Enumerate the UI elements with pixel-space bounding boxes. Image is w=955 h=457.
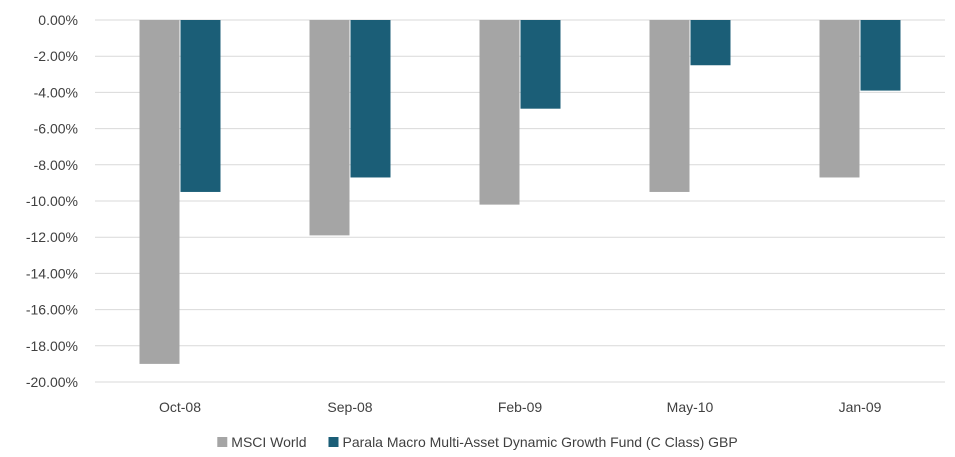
y-tick-label: -18.00%	[26, 338, 78, 354]
y-axis-tick-labels: 0.00% -2.00% -4.00% -6.00% -8.00% -10.00% -12.…	[26, 12, 78, 390]
bar-parala-fund-feb-09	[520, 20, 561, 109]
bars	[139, 20, 901, 364]
x-tick-label: Oct-08	[159, 399, 201, 415]
legend-item: Parala Macro Multi-Asset Dynamic Growth …	[328, 434, 738, 450]
legend-swatch	[328, 437, 339, 447]
y-tick-label: -12.00%	[26, 229, 78, 245]
legend-item: MSCI World	[217, 434, 306, 450]
bar-parala-fund-jan-09	[860, 20, 901, 91]
y-tick-label: 0.00%	[38, 12, 78, 28]
gridlines	[95, 19, 945, 383]
x-axis-tick-labels: Oct-08 Sep-08 Feb-09 May-10 Jan-09	[159, 399, 882, 415]
x-tick-label: May-10	[667, 399, 714, 415]
bar-parala-fund-sep-08	[350, 20, 391, 178]
x-tick-label: Jan-09	[839, 399, 882, 415]
bar-msci-world-feb-09	[479, 20, 520, 205]
y-tick-label: -6.00%	[34, 121, 78, 137]
bar-msci-world-oct-08	[139, 20, 180, 364]
y-tick-label: -20.00%	[26, 374, 78, 390]
x-tick-label: Sep-08	[327, 399, 372, 415]
y-tick-label: -2.00%	[34, 48, 78, 64]
bar-msci-world-sep-08	[309, 20, 350, 236]
y-tick-label: -14.00%	[26, 265, 78, 281]
legend-swatch	[217, 437, 228, 447]
legend-label: Parala Macro Multi-Asset Dynamic Growth …	[342, 434, 737, 450]
y-tick-label: -10.00%	[26, 193, 78, 209]
y-tick-label: -8.00%	[34, 157, 78, 173]
legend: MSCI World Parala Macro Multi-Asset Dynam…	[217, 434, 738, 450]
x-tick-label: Feb-09	[498, 399, 543, 415]
bar-msci-world-jan-09	[819, 20, 860, 178]
y-tick-label: -16.00%	[26, 302, 78, 318]
y-tick-label: -4.00%	[34, 84, 78, 100]
legend-label: MSCI World	[231, 434, 306, 450]
bar-parala-fund-oct-08	[180, 20, 221, 192]
bar-msci-world-may-10	[649, 20, 690, 192]
bar-parala-fund-may-10	[690, 20, 731, 66]
